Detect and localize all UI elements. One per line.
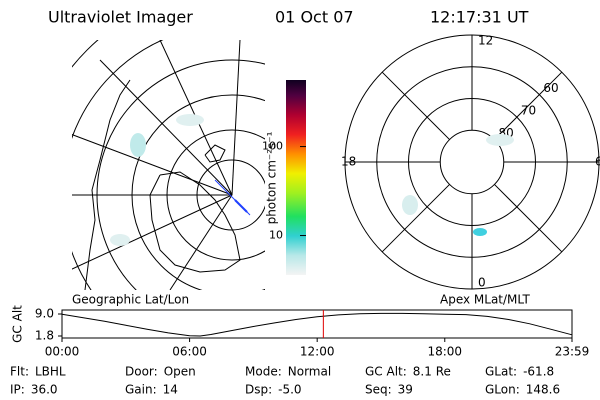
info-key: GC Alt: bbox=[365, 365, 407, 379]
polar-diagonal bbox=[494, 71, 563, 140]
polar-diagonal bbox=[381, 71, 450, 140]
info-value: -5.0 bbox=[278, 383, 301, 397]
alt-xtick-label: 23:59 bbox=[555, 345, 590, 359]
info-value: 8.1 Re bbox=[413, 365, 451, 379]
info-key: Dsp: bbox=[245, 383, 272, 397]
lat-label: 60 bbox=[543, 81, 558, 95]
lat-label: 70 bbox=[521, 104, 536, 118]
info-value: LBHL bbox=[35, 365, 66, 379]
info-value: 36.0 bbox=[31, 383, 58, 397]
colorbar bbox=[286, 80, 306, 275]
info-value: Normal bbox=[288, 365, 331, 379]
info-key: Mode: bbox=[245, 365, 282, 379]
polar-diagonal bbox=[381, 184, 450, 253]
info-value: Open bbox=[164, 365, 196, 379]
info-key: Door: bbox=[125, 365, 158, 379]
alt-ytick-label: 1.8 bbox=[35, 329, 54, 343]
alt-ylabel: GC Alt bbox=[11, 305, 25, 343]
title: Ultraviolet Imager bbox=[48, 8, 193, 27]
alt-xtick-label: 18:00 bbox=[427, 345, 462, 359]
info-key: Flt: bbox=[10, 365, 29, 379]
info-value: 39 bbox=[398, 383, 413, 397]
info-value: 14 bbox=[163, 383, 178, 397]
alt-frame bbox=[61, 309, 573, 339]
mlt-label: 6 bbox=[595, 155, 600, 169]
mlt-label: 0 bbox=[478, 276, 486, 290]
alt-line bbox=[61, 312, 573, 337]
info-value: 148.6 bbox=[526, 383, 560, 397]
aurora-blob bbox=[486, 134, 514, 146]
map bbox=[72, 40, 265, 290]
info-key: Seq: bbox=[365, 383, 392, 397]
alt-ytick-label: 9.0 bbox=[35, 307, 54, 321]
colorbar-tick-label: 100 bbox=[262, 140, 283, 153]
mlt-label: 18 bbox=[341, 155, 356, 169]
alt-xtick-label: 12:00 bbox=[300, 345, 335, 359]
colorbar-tick-label: 10 bbox=[269, 229, 283, 242]
polar-label: Apex MLat/MLT bbox=[440, 293, 530, 307]
mlt-label: 12 bbox=[478, 34, 493, 48]
colorbar-label: photon cm⁻²s⁻¹ bbox=[265, 131, 279, 224]
alt-xtick-label: 00:00 bbox=[45, 345, 80, 359]
info-key: GLat: bbox=[485, 365, 517, 379]
polar-diagonal bbox=[494, 184, 563, 253]
aurora-blob bbox=[402, 195, 418, 215]
aurora-blob bbox=[473, 228, 487, 236]
alt-xtick-label: 06:00 bbox=[172, 345, 207, 359]
info-key: GLon: bbox=[485, 383, 520, 397]
map-track bbox=[234, 199, 248, 213]
map-label: Geographic Lat/Lon bbox=[72, 293, 189, 307]
time: 12:17:31 UT bbox=[430, 8, 529, 27]
info-key: Gain: bbox=[125, 383, 157, 397]
date: 01 Oct 07 bbox=[275, 8, 354, 27]
info-value: -61.8 bbox=[523, 365, 554, 379]
info-key: IP: bbox=[10, 383, 25, 397]
